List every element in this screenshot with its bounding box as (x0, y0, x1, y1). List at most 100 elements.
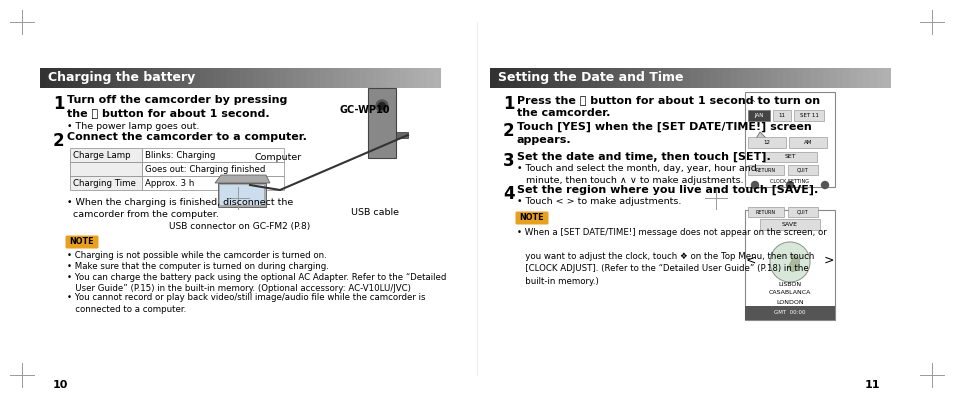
Circle shape (821, 181, 827, 189)
Bar (393, 68, 400, 88)
Text: Turn off the camcorder by pressing
the ⏻ button for about 1 second.: Turn off the camcorder by pressing the ⏻… (67, 95, 287, 118)
Bar (299, 68, 308, 88)
Bar (616, 68, 623, 88)
Text: • Touch < > to make adjustments.: • Touch < > to make adjustments. (517, 197, 680, 206)
Bar (127, 68, 134, 88)
Text: GMT  00:00: GMT 00:00 (774, 310, 805, 316)
Bar (787, 165, 817, 175)
Bar (756, 68, 763, 88)
Text: Setting the Date and Time: Setting the Date and Time (497, 71, 682, 85)
Bar (70, 162, 142, 176)
Bar (662, 68, 670, 88)
Bar (490, 68, 497, 88)
Bar (399, 68, 407, 88)
Text: QUIT: QUIT (797, 210, 808, 214)
Circle shape (378, 102, 385, 110)
Bar (876, 68, 883, 88)
Polygon shape (214, 175, 270, 183)
Text: LONDON: LONDON (776, 299, 803, 304)
Bar (747, 110, 769, 121)
Bar (809, 68, 817, 88)
Circle shape (785, 181, 793, 189)
Text: CLOCK SETTING: CLOCK SETTING (770, 179, 809, 184)
Bar (40, 68, 48, 88)
Bar (862, 68, 870, 88)
Bar (582, 68, 590, 88)
Text: • Make sure that the computer is turned on during charging.: • Make sure that the computer is turned … (67, 262, 329, 271)
Bar (346, 68, 354, 88)
Bar (716, 68, 723, 88)
Text: • When the charging is finished, disconnect the
  camcorder from the computer.: • When the charging is finished, disconn… (67, 198, 293, 219)
Bar (816, 68, 823, 88)
Text: RETURN: RETURN (755, 210, 775, 214)
Bar (220, 68, 228, 88)
Bar (107, 68, 114, 88)
Text: Approx. 3 h: Approx. 3 h (145, 179, 194, 187)
Bar (140, 68, 148, 88)
Bar (142, 176, 284, 190)
Text: 4: 4 (502, 185, 514, 203)
Bar (642, 68, 650, 88)
Bar (517, 68, 524, 88)
Bar (233, 68, 241, 88)
Bar (537, 68, 544, 88)
Text: USB cable: USB cable (351, 208, 398, 217)
Bar (240, 68, 248, 88)
Bar (722, 68, 730, 88)
Bar (742, 68, 750, 88)
Bar (142, 148, 284, 162)
Bar (596, 68, 603, 88)
Bar (682, 68, 690, 88)
Bar (497, 68, 504, 88)
Text: AM: AM (803, 140, 811, 145)
Text: • When a [SET DATE/TIME!] message does not appear on the screen, or

   you want: • When a [SET DATE/TIME!] message does n… (517, 228, 826, 285)
Text: Set the region where you live and touch [SAVE].: Set the region where you live and touch … (517, 185, 818, 195)
Polygon shape (787, 254, 800, 272)
Bar (849, 68, 857, 88)
Text: >: > (822, 254, 833, 266)
Text: 2: 2 (502, 122, 514, 140)
Bar (286, 68, 294, 88)
Bar (729, 68, 737, 88)
Bar (80, 68, 88, 88)
Bar (386, 68, 394, 88)
Text: 3: 3 (502, 152, 514, 170)
Bar (253, 68, 261, 88)
Text: 11: 11 (863, 380, 879, 390)
Bar (207, 68, 214, 88)
Bar (736, 68, 743, 88)
Text: RETURN: RETURN (755, 168, 775, 173)
Bar (793, 110, 823, 121)
Bar (60, 68, 68, 88)
Bar (869, 68, 877, 88)
Text: GC-WP10: GC-WP10 (339, 105, 390, 115)
Bar (689, 68, 697, 88)
Bar (669, 68, 677, 88)
Bar (702, 68, 710, 88)
Bar (173, 68, 181, 88)
Bar (836, 68, 843, 88)
Text: Touch [YES] when the [SET DATE/TIME!] screen
appears.: Touch [YES] when the [SET DATE/TIME!] sc… (517, 122, 811, 145)
Text: Press the ⏻ button for about 1 second to turn on
the camcorder.: Press the ⏻ button for about 1 second to… (517, 95, 820, 118)
Bar (187, 68, 194, 88)
Text: CASABLANCA: CASABLANCA (768, 291, 810, 295)
Bar (562, 68, 571, 88)
Bar (142, 162, 284, 176)
Bar (772, 110, 790, 121)
Bar (220, 185, 264, 205)
Text: USB connector on GC-FM2 (P.8): USB connector on GC-FM2 (P.8) (169, 222, 310, 231)
Text: 11: 11 (778, 113, 784, 118)
Bar (744, 210, 834, 320)
Bar (293, 68, 301, 88)
Bar (379, 68, 387, 88)
Text: Charging Time: Charging Time (73, 179, 135, 187)
Bar (326, 68, 334, 88)
Bar (510, 68, 517, 88)
Bar (622, 68, 630, 88)
Text: 2: 2 (53, 132, 65, 150)
Bar (696, 68, 703, 88)
Bar (709, 68, 717, 88)
Bar (503, 68, 511, 88)
Bar (796, 68, 803, 88)
Bar (426, 68, 434, 88)
